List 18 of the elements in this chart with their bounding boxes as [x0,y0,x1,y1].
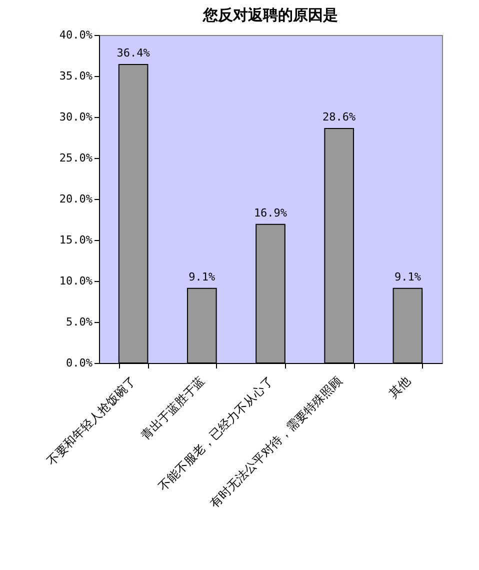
y-tick-label: 5.0% [66,316,93,328]
data-label: 9.1% [188,270,216,284]
chart-title: 您反对返聘的原因是 [202,6,338,24]
data-label: 36.4% [116,46,150,60]
y-tick-label: 15.0% [59,234,93,246]
x-tick-label: 青出于蓝胜于蓝 [138,374,208,443]
y-tick-label: 25.0% [59,152,93,164]
data-label: 16.9% [254,206,288,220]
data-label: 28.6% [322,110,356,124]
x-tick-label: 不要和年轻人抢饭碗了 [44,374,139,468]
y-tick-label: 10.0% [59,274,93,288]
x-tick-label: 其他 [386,374,414,400]
data-label: 9.1% [394,270,422,284]
y-tick-label: 0.0% [66,356,93,370]
y-tick-label: 20.0% [59,192,93,206]
y-tick-label: 30.0% [59,110,93,124]
y-tick-label: 40.0% [59,28,93,42]
y-tick-label: 35.0% [59,70,93,82]
